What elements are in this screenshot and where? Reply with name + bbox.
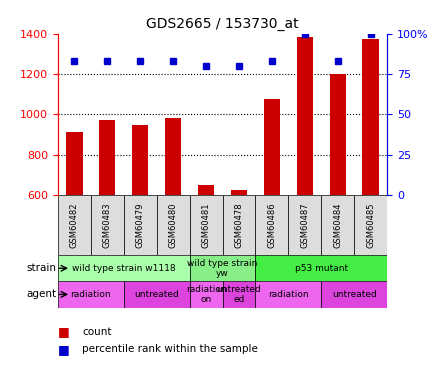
Bar bbox=[165, 118, 182, 195]
FancyBboxPatch shape bbox=[58, 195, 91, 255]
Text: GSM60487: GSM60487 bbox=[300, 202, 309, 248]
Text: GSM60481: GSM60481 bbox=[202, 202, 210, 248]
Bar bbox=[231, 190, 247, 195]
Text: ■: ■ bbox=[58, 326, 69, 338]
Text: GSM60484: GSM60484 bbox=[333, 202, 342, 248]
FancyBboxPatch shape bbox=[190, 195, 222, 255]
Text: GSM60482: GSM60482 bbox=[70, 202, 79, 248]
FancyBboxPatch shape bbox=[124, 195, 157, 255]
FancyBboxPatch shape bbox=[124, 281, 190, 308]
Title: GDS2665 / 153730_at: GDS2665 / 153730_at bbox=[146, 17, 299, 32]
FancyBboxPatch shape bbox=[255, 281, 321, 308]
Text: percentile rank within the sample: percentile rank within the sample bbox=[82, 345, 258, 354]
FancyBboxPatch shape bbox=[190, 255, 255, 281]
Text: p53 mutant: p53 mutant bbox=[295, 264, 348, 273]
FancyBboxPatch shape bbox=[255, 255, 387, 281]
Text: untreated: untreated bbox=[332, 290, 376, 299]
FancyBboxPatch shape bbox=[190, 281, 222, 308]
FancyBboxPatch shape bbox=[58, 255, 190, 281]
Text: wild type strain w1118: wild type strain w1118 bbox=[72, 264, 175, 273]
Text: agent: agent bbox=[26, 290, 56, 299]
Text: radiation: radiation bbox=[268, 290, 309, 299]
Text: wild type strain
yw: wild type strain yw bbox=[187, 258, 258, 278]
Text: radiation
on: radiation on bbox=[186, 285, 227, 304]
Text: GSM60485: GSM60485 bbox=[366, 202, 375, 248]
FancyBboxPatch shape bbox=[157, 195, 190, 255]
FancyBboxPatch shape bbox=[354, 195, 387, 255]
Bar bbox=[132, 125, 149, 195]
FancyBboxPatch shape bbox=[58, 281, 124, 308]
Text: GSM60478: GSM60478 bbox=[235, 202, 243, 248]
Bar bbox=[198, 185, 214, 195]
Bar bbox=[330, 74, 346, 195]
Text: GSM60479: GSM60479 bbox=[136, 202, 145, 248]
Text: GSM60486: GSM60486 bbox=[267, 202, 276, 248]
FancyBboxPatch shape bbox=[91, 195, 124, 255]
Bar bbox=[362, 39, 379, 195]
Bar bbox=[296, 37, 313, 195]
FancyBboxPatch shape bbox=[321, 281, 387, 308]
Text: GSM60483: GSM60483 bbox=[103, 202, 112, 248]
FancyBboxPatch shape bbox=[255, 195, 288, 255]
FancyBboxPatch shape bbox=[288, 195, 321, 255]
FancyBboxPatch shape bbox=[222, 195, 255, 255]
Text: radiation: radiation bbox=[70, 290, 111, 299]
Text: ■: ■ bbox=[58, 343, 69, 356]
Bar bbox=[264, 99, 280, 195]
Bar bbox=[66, 132, 83, 195]
Text: untreated: untreated bbox=[134, 290, 179, 299]
Text: count: count bbox=[82, 327, 112, 337]
FancyBboxPatch shape bbox=[222, 281, 255, 308]
FancyBboxPatch shape bbox=[321, 195, 354, 255]
Bar bbox=[99, 120, 116, 195]
Text: untreated
ed: untreated ed bbox=[217, 285, 261, 304]
Text: GSM60480: GSM60480 bbox=[169, 202, 178, 248]
Text: strain: strain bbox=[26, 263, 56, 273]
